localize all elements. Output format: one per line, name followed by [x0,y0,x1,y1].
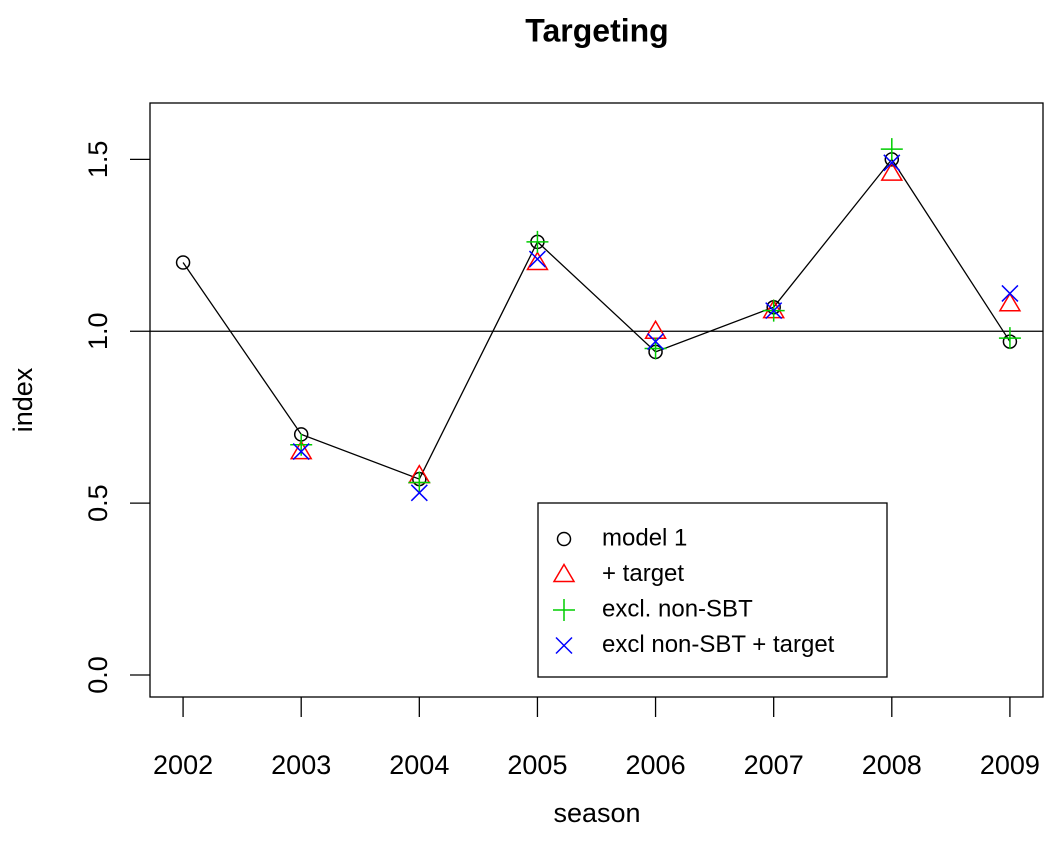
point [880,161,904,181]
point [289,440,313,460]
point [765,302,783,320]
point [1001,284,1019,302]
chart-title: Targeting [525,12,668,48]
point [175,255,191,270]
x-tick-label: 2004 [389,750,449,780]
y-tick-label: 1.0 [83,312,113,350]
point [647,333,665,351]
point [526,251,549,271]
point [998,327,1021,350]
legend-label: excl non-SBT + target [602,631,835,658]
legend-marker [553,599,575,621]
point [408,471,431,494]
x-axis-label: season [553,798,640,828]
point [292,443,310,461]
plot-frame [149,102,1044,698]
point [880,138,903,161]
y-tick-label: 1.5 [83,141,113,179]
x-tick-label: 2009 [980,750,1040,780]
x-tick-label: 2002 [153,750,213,780]
x-tick-label: 2008 [862,750,922,780]
y-tick-label: 0.5 [83,484,113,522]
x-tick-label: 2007 [744,750,804,780]
series-line [182,158,1011,480]
point [526,230,549,253]
x-tick-label: 2003 [271,750,331,780]
point [528,250,546,268]
legend-label: excl. non-SBT [602,595,753,622]
legend-marker [552,563,576,583]
legend-label: model 1 [602,524,687,551]
legend-frame [537,502,888,678]
legend-marker [556,531,572,547]
point [644,319,667,339]
legend-marker [555,636,573,655]
x-tick-label: 2006 [626,750,686,780]
legend: model 1 + target excl. non-SBT excl non-SBT… [537,502,888,678]
point [883,154,901,172]
point [998,292,1022,312]
legend-label: + target [602,560,684,587]
y-axis-label: index [8,367,38,432]
x-tick-label: 2005 [507,750,567,780]
y-tick-label: 0.0 [83,656,113,694]
point [410,484,428,502]
